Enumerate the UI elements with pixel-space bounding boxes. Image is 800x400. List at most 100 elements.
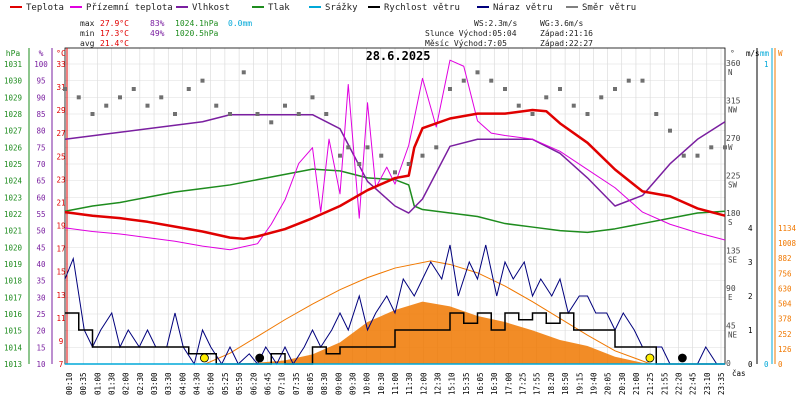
x-tick-label: 17:00 bbox=[504, 372, 513, 395]
axis-hpa-tick: 1024 bbox=[4, 177, 23, 186]
sunset-marker bbox=[645, 353, 655, 363]
axis-humidity-tick: 45 bbox=[36, 243, 45, 252]
wind-direction-point bbox=[681, 153, 686, 158]
axis-temp-tick: 19 bbox=[56, 222, 65, 231]
wind-direction-point bbox=[324, 112, 329, 116]
legend-label: Srážky bbox=[325, 3, 358, 13]
axis-temp-tick: 15 bbox=[56, 268, 65, 277]
axis-temp-tick: 29 bbox=[56, 106, 65, 115]
axis-solar-tick: 504 bbox=[778, 300, 792, 309]
wind-direction-point bbox=[346, 145, 351, 150]
stats-block: max 27.9°C 83% 1024.1hPa 0.0mm min 17.3°C 49% 10… bbox=[80, 19, 593, 48]
axis-humidity-tick: 95 bbox=[36, 77, 45, 86]
axis-solar-tick: 252 bbox=[778, 330, 792, 339]
axis-direction-letter: S bbox=[728, 218, 733, 227]
stats-avg-temp: 21.4°C bbox=[100, 39, 129, 48]
x-tick-label: 21:25 bbox=[646, 372, 655, 395]
axis-temp-tick: 11 bbox=[56, 314, 65, 323]
wind-direction-point bbox=[118, 95, 122, 100]
pressure-line bbox=[64, 168, 726, 234]
axis-direction-letter: E bbox=[728, 293, 733, 302]
wind-direction-point bbox=[200, 78, 205, 83]
axis-humidity-tick: 20 bbox=[36, 327, 46, 336]
stats-moonrise: Měsíc Východ:7:05 bbox=[425, 39, 507, 48]
axis-hpa-tick: 1021 bbox=[4, 227, 22, 236]
axis-wind-label: m/s bbox=[746, 49, 760, 58]
sunrise-marker bbox=[200, 353, 209, 363]
wind-direction-point bbox=[461, 78, 466, 83]
stats-max-press: 1024.1hPa bbox=[175, 19, 219, 28]
axis-direction-tick: 180 bbox=[726, 209, 741, 218]
legend-item: Směr větru bbox=[566, 3, 636, 13]
wind-direction-point bbox=[269, 120, 274, 125]
axis-wind-tick: 2 bbox=[748, 292, 753, 301]
wind-direction-point bbox=[530, 112, 535, 116]
axis-humidity-label: % bbox=[39, 49, 44, 58]
axis-hpa: hPa 1031 1030 1029 1028 1027 1026 1025 1024 1023 1… bbox=[4, 49, 23, 369]
axis-direction-letter: NE bbox=[728, 331, 738, 340]
stats-sunset: Západ:21:16 bbox=[540, 29, 593, 38]
axis-rain: mm 1 0 bbox=[760, 48, 773, 369]
x-axis: 00:10 00:35 01:00 01:30 02:00 02:30 03:00 03:30… bbox=[65, 369, 746, 395]
x-tick-label: 15:35 bbox=[462, 372, 471, 395]
x-axis-label: čas bbox=[732, 369, 746, 378]
axis-humidity-tick: 10 bbox=[36, 360, 46, 369]
x-tick-label: 03:30 bbox=[164, 372, 173, 395]
wind-direction-point bbox=[186, 87, 191, 91]
axis-direction-tick: 360 bbox=[726, 59, 741, 68]
x-tick-label: 19:15 bbox=[575, 372, 584, 395]
wind-direction-point bbox=[489, 78, 494, 83]
axis-temp-tick: 17 bbox=[56, 245, 65, 254]
wind-direction-point bbox=[90, 112, 95, 116]
x-tick-label: 01:30 bbox=[108, 372, 117, 395]
wind-direction-point bbox=[365, 145, 370, 150]
axis-temp-tick: 7 bbox=[59, 360, 64, 369]
stats-max-temp: 27.9°C bbox=[100, 19, 129, 28]
x-tick-label: 20:05 bbox=[604, 372, 613, 395]
axis-hpa-tick: 1020 bbox=[4, 243, 23, 252]
stats-avg-label: avg bbox=[80, 39, 95, 48]
wind-direction-point bbox=[357, 162, 362, 166]
x-tick-label: 09:30 bbox=[348, 372, 357, 395]
x-tick-label: 17:55 bbox=[533, 372, 542, 395]
axis-humidity-tick: 25 bbox=[36, 310, 45, 319]
x-tick-label: 16:30 bbox=[490, 372, 499, 395]
x-tick-label: 03:00 bbox=[150, 372, 159, 395]
x-tick-label: 15:10 bbox=[448, 372, 457, 395]
wind-direction-point bbox=[503, 87, 507, 91]
x-tick-label: 20:30 bbox=[618, 372, 627, 395]
axis-hpa-tick: 1019 bbox=[4, 260, 22, 269]
wind-direction-point bbox=[434, 145, 439, 150]
axis-direction-letter: SE bbox=[728, 256, 738, 265]
legend-item: Přízemní teplota bbox=[70, 3, 173, 13]
x-tick-label: 18:20 bbox=[547, 372, 556, 395]
axis-hpa-tick: 1031 bbox=[4, 60, 22, 69]
axis-direction-letter: N bbox=[728, 68, 733, 77]
x-tick-label: 12:00 bbox=[419, 372, 428, 395]
axis-direction-tick: 135 bbox=[726, 247, 741, 256]
wind-direction-point bbox=[228, 112, 232, 116]
x-tick-label: 11:00 bbox=[391, 372, 400, 395]
axis-wind-tick: 1 bbox=[748, 326, 753, 335]
x-tick-label: 21:00 bbox=[632, 372, 641, 395]
axis-solar-label: W bbox=[778, 49, 783, 58]
axis-temp-tick: 31 bbox=[56, 83, 65, 92]
x-tick-label: 07:10 bbox=[278, 372, 287, 395]
wind-direction-point bbox=[420, 153, 425, 158]
x-tick-label: 06:20 bbox=[249, 372, 258, 395]
axis-hpa-tick: 1023 bbox=[4, 193, 22, 202]
wind-direction-point bbox=[104, 103, 109, 108]
axis-humidity-tick: 100 bbox=[34, 60, 48, 69]
axis-temp: °C 33 31 29 27 25 23 21 19 17 15 13 11 9 7 bbox=[56, 49, 66, 369]
stats-max-hum: 83% bbox=[150, 19, 165, 28]
x-tick-label: 05:50 bbox=[235, 372, 244, 395]
axis-humidity-tick: 60 bbox=[36, 193, 46, 202]
legend-label: Vlhkost bbox=[192, 3, 230, 13]
legend-item: Teplota bbox=[10, 3, 64, 13]
axis-hpa-tick: 1029 bbox=[4, 93, 22, 102]
wind-direction-point bbox=[723, 145, 727, 150]
axis-humidity-tick: 85 bbox=[36, 110, 45, 119]
stats-ws: WS:2.3m/s bbox=[474, 19, 518, 28]
x-tick-label: 00:35 bbox=[79, 372, 88, 395]
